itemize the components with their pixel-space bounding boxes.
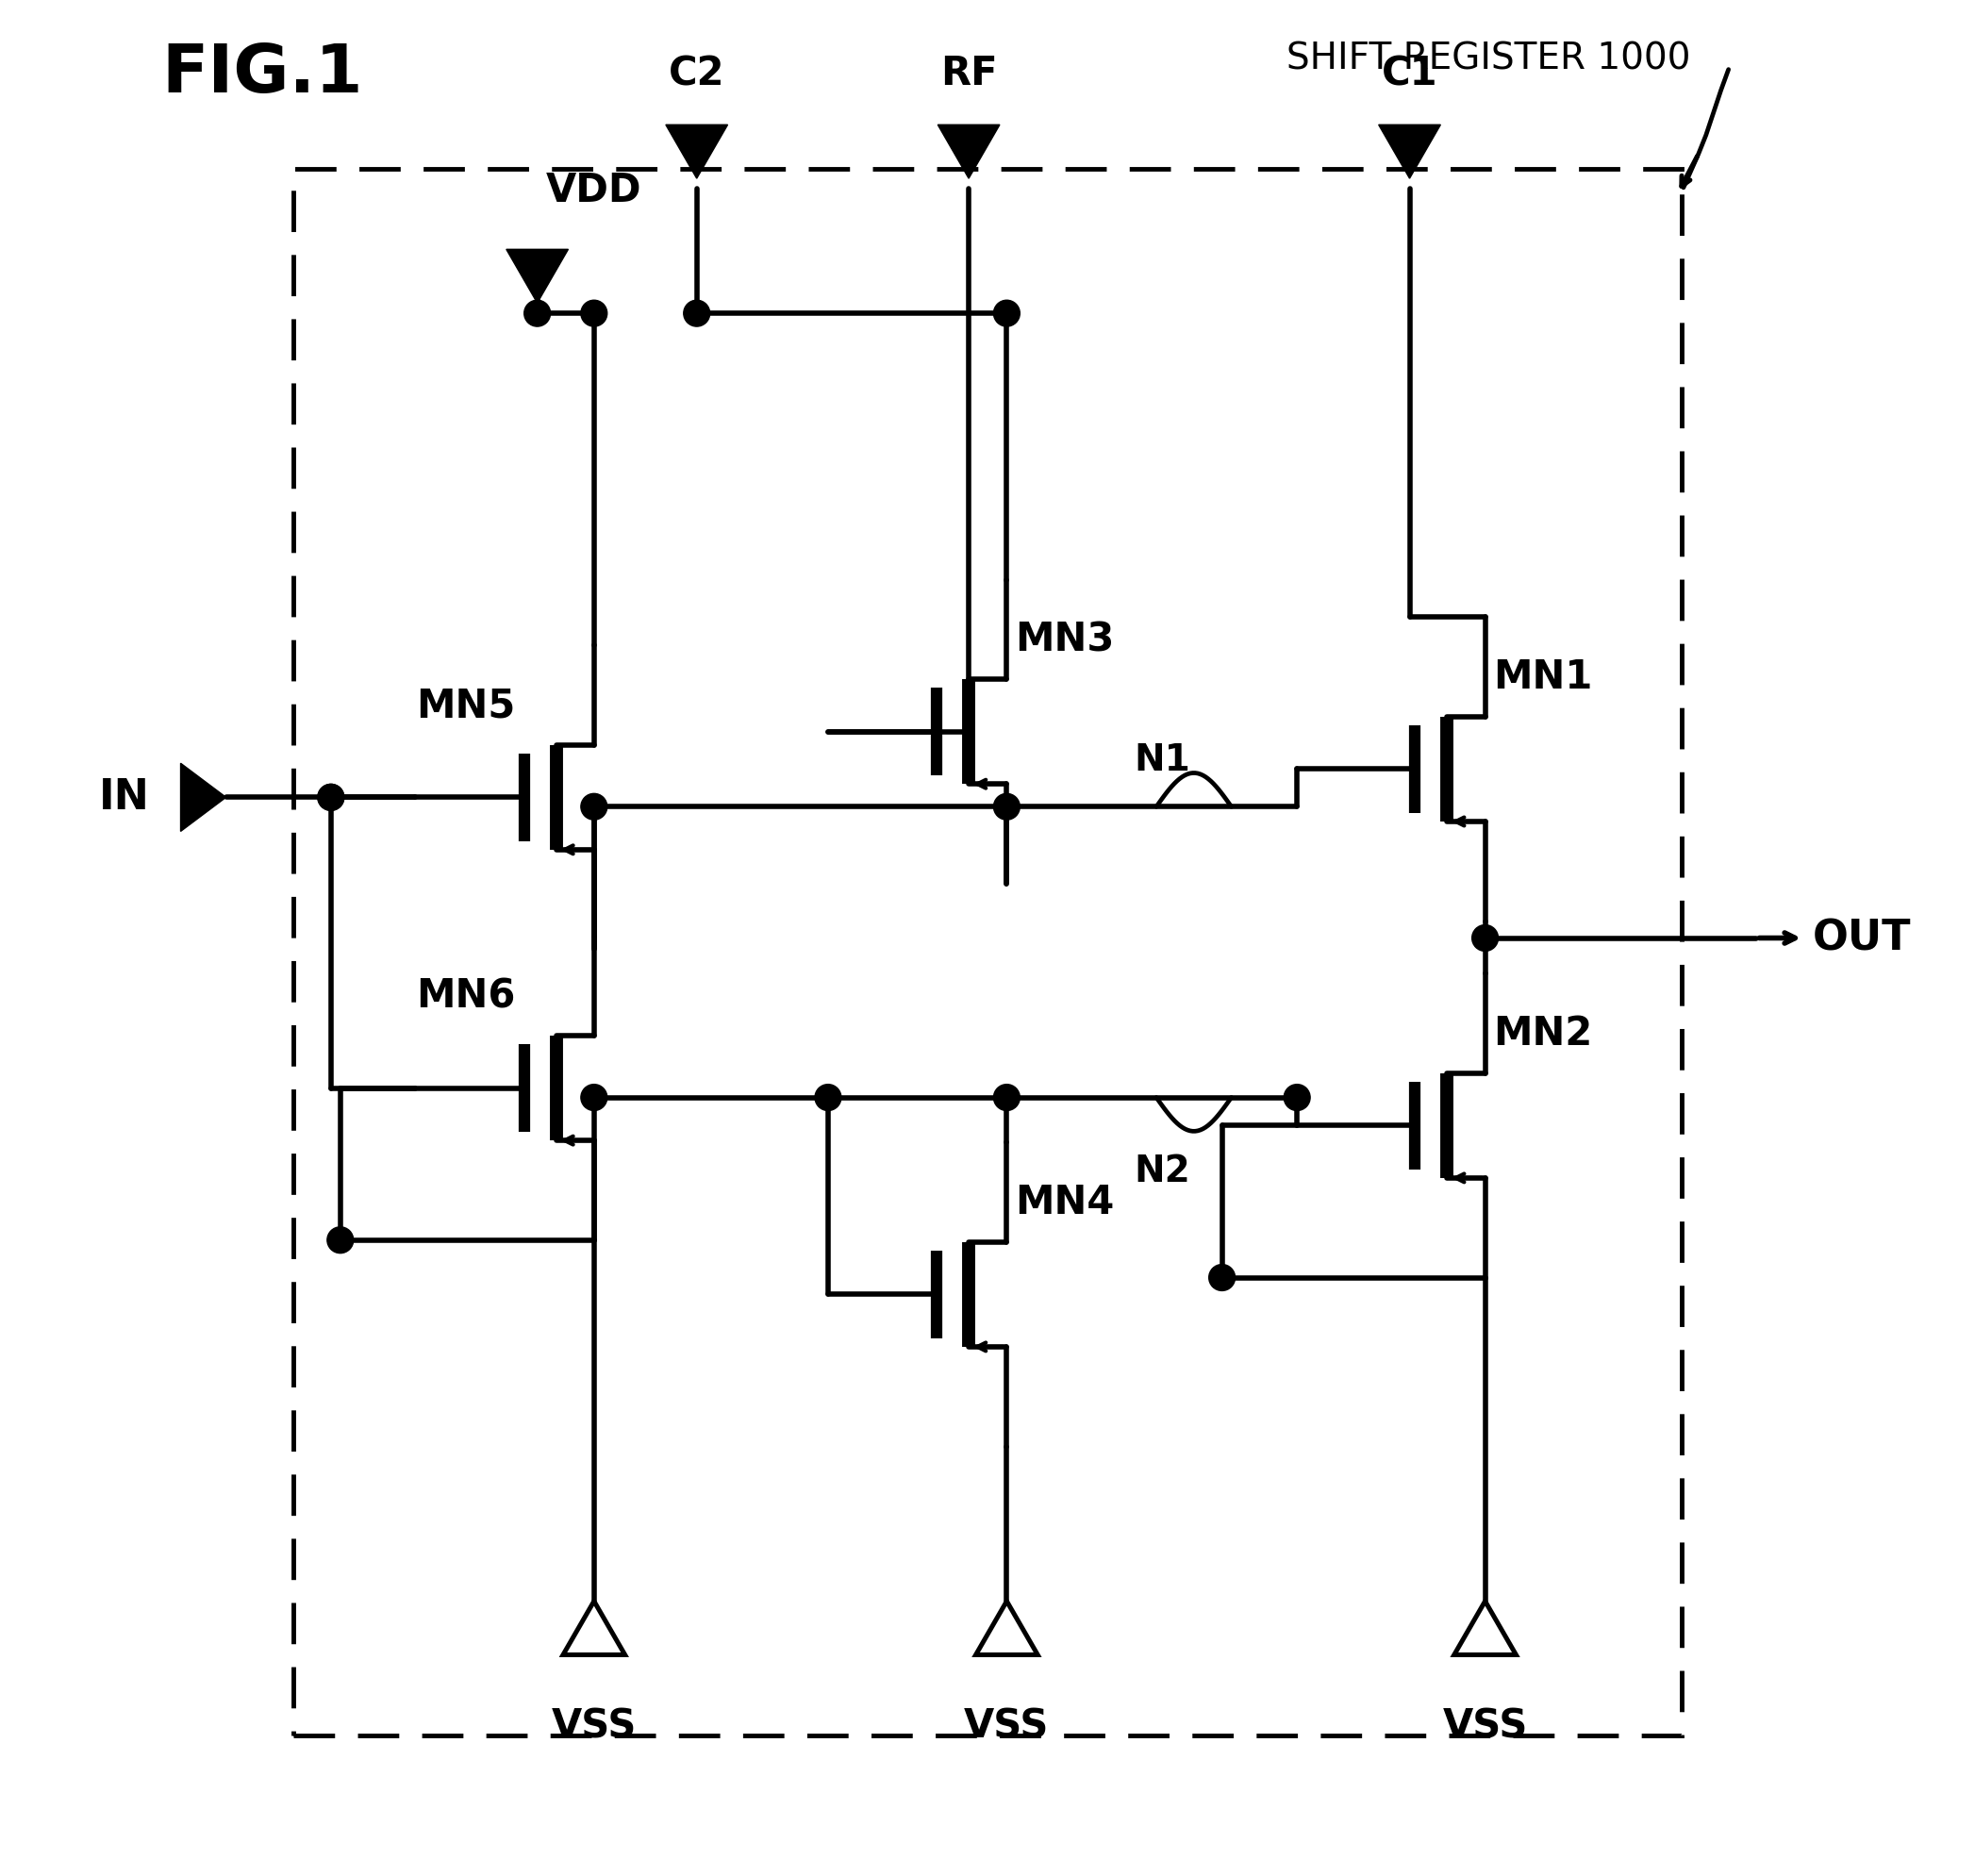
Circle shape [1209,1264,1234,1291]
Polygon shape [666,124,727,178]
Circle shape [581,794,606,820]
Text: MN5: MN5 [417,687,515,726]
Circle shape [318,784,344,810]
Circle shape [816,1084,841,1111]
Text: RF: RF [940,54,997,94]
Polygon shape [180,764,225,831]
Text: MN6: MN6 [417,977,515,1017]
Circle shape [328,1227,354,1253]
Text: MN3: MN3 [1015,621,1114,660]
Text: N2: N2 [1134,1154,1191,1189]
Text: OUT: OUT [1813,917,1912,959]
Text: MN4: MN4 [1015,1184,1114,1223]
Polygon shape [506,250,569,304]
Polygon shape [1379,124,1440,178]
Circle shape [581,300,606,326]
Text: N1: N1 [1134,743,1191,779]
Text: FIG.1: FIG.1 [162,41,363,107]
Text: MN1: MN1 [1493,658,1594,698]
Circle shape [1471,925,1499,951]
Text: VSS: VSS [964,1707,1049,1747]
Text: VSS: VSS [551,1707,636,1747]
Circle shape [523,300,551,326]
Text: SHIFT REGISTER 1000: SHIFT REGISTER 1000 [1288,41,1691,77]
Circle shape [993,794,1019,820]
Circle shape [993,1084,1019,1111]
Polygon shape [938,124,999,178]
Circle shape [318,784,344,810]
Text: IN: IN [99,777,150,818]
Circle shape [993,300,1019,326]
Text: C2: C2 [670,54,725,94]
Circle shape [1284,1084,1309,1111]
Text: MN2: MN2 [1493,1015,1592,1054]
Circle shape [683,300,709,326]
Circle shape [581,1084,606,1111]
Text: VSS: VSS [1442,1707,1529,1747]
Text: C1: C1 [1381,54,1438,94]
Text: VDD: VDD [545,171,642,210]
